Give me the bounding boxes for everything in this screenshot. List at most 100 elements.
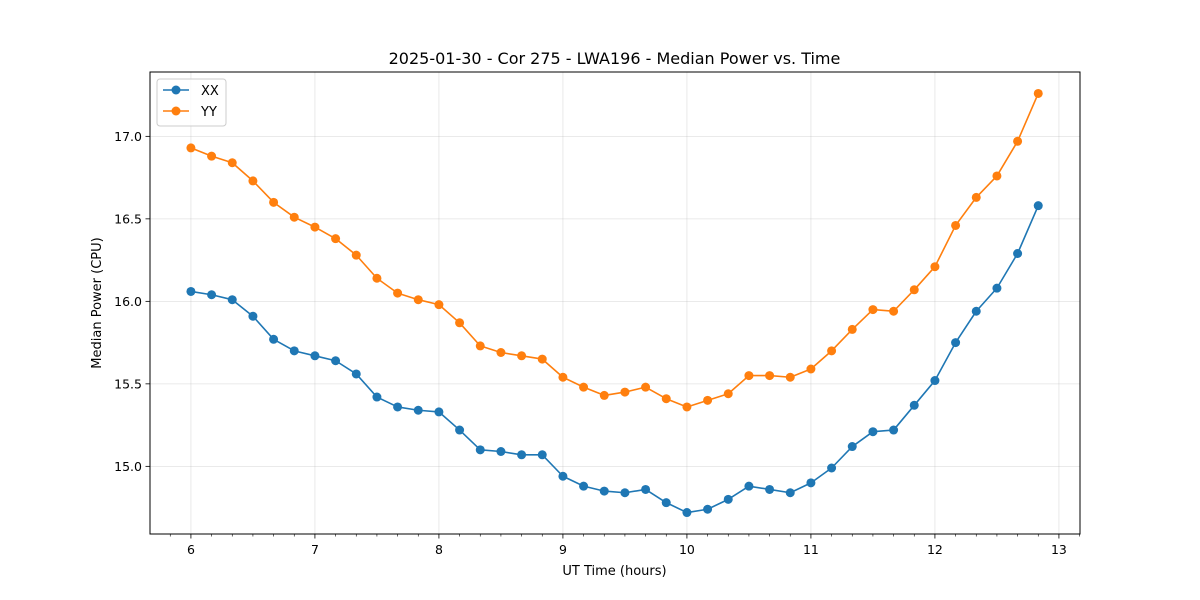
series-xx-point — [703, 504, 713, 514]
x-tick-label: 7 — [311, 542, 319, 557]
series-yy-point — [269, 197, 279, 207]
series-xx-point — [455, 425, 465, 435]
series-xx-point — [579, 481, 589, 491]
series-yy-point — [909, 285, 919, 295]
series-xx-point — [1013, 249, 1023, 258]
series-yy-point — [992, 171, 1002, 181]
series-yy-point — [517, 351, 527, 361]
series-xx-point — [248, 311, 258, 321]
series-yy-point — [889, 306, 899, 316]
series-xx-point — [889, 425, 899, 435]
legend-xx-marker — [171, 85, 181, 95]
series-yy-point — [744, 371, 754, 381]
series-xx-point — [827, 463, 837, 473]
series-yy-point — [207, 151, 217, 161]
series-yy-point — [785, 372, 795, 382]
series-xx-point — [372, 392, 382, 402]
series-xx-point — [909, 400, 919, 410]
series-xx-point — [227, 295, 237, 305]
series-xx-point — [682, 508, 692, 518]
series-xx-point — [186, 286, 196, 296]
series-yy-point — [620, 387, 630, 397]
x-tick-label: 8 — [435, 542, 443, 557]
series-yy-point — [723, 389, 733, 399]
series-xx-point — [1033, 201, 1043, 211]
x-axis-ticks: 6 7 8 9 10 11 12 13 — [169, 534, 1080, 557]
y-tick-label: 16.0 — [114, 294, 142, 309]
x-tick-label: 9 — [559, 542, 567, 557]
plot-area — [186, 88, 1043, 518]
series-xx-point — [951, 338, 961, 348]
series-xx-point — [517, 450, 527, 460]
series-yy-point — [599, 390, 609, 400]
series-yy-point — [579, 382, 589, 392]
series-yy-point — [558, 372, 568, 382]
series-xx-point — [558, 471, 568, 481]
series-xx-point — [641, 484, 651, 494]
series-yy-point — [1033, 88, 1043, 98]
series-xx-point — [785, 488, 795, 498]
series-xx-point — [413, 405, 423, 415]
legend-yy-marker — [171, 106, 181, 116]
series-yy-point — [331, 234, 341, 244]
series-yy-point — [765, 371, 775, 381]
series-xx-point — [765, 484, 775, 494]
series-yy-point — [455, 318, 465, 328]
series-yy-point — [971, 192, 981, 202]
series-xx-point — [868, 427, 878, 437]
series-yy-point — [951, 220, 961, 230]
y-tick-label: 15.0 — [114, 459, 142, 474]
series-yy-point — [661, 394, 671, 404]
series-xx-point — [393, 402, 403, 412]
plot-frame — [149, 71, 1081, 535]
series-xx-point — [723, 494, 733, 504]
series-xx-point — [620, 488, 630, 498]
series-yy-point — [475, 341, 485, 351]
series-yy-point — [248, 176, 258, 186]
series-yy-point — [289, 212, 299, 222]
x-tick-label: 13 — [1051, 542, 1067, 557]
x-tick-label: 6 — [187, 542, 195, 557]
x-axis-label: UT Time (hours) — [562, 564, 666, 579]
series-yy-point — [496, 348, 506, 357]
series-xx-point — [930, 376, 940, 386]
legend-xx-label: XX — [201, 84, 219, 99]
series-xx-point — [434, 407, 444, 417]
series-xx-point — [351, 369, 361, 379]
series-yy-point — [372, 273, 382, 283]
legend: XX YY — [156, 78, 227, 127]
series-xx-point — [847, 442, 857, 452]
series-yy-point — [393, 288, 403, 298]
series-yy-point — [682, 402, 692, 412]
series-yy-point — [537, 354, 547, 364]
chart-title: 2025-01-30 - Cor 275 - LWA196 - Median P… — [389, 49, 841, 68]
series-xx-point — [537, 450, 547, 460]
series-yy-point — [847, 324, 857, 334]
series-yy-point — [930, 262, 940, 272]
y-tick-label: 15.5 — [114, 376, 142, 391]
series-xx-point — [207, 290, 217, 300]
series-xx-point — [310, 351, 320, 361]
y-tick-label: 16.5 — [114, 211, 142, 226]
series-yy-point — [413, 295, 423, 305]
x-tick-label: 10 — [679, 542, 695, 557]
series-xx-point — [289, 346, 299, 356]
series-yy-point — [310, 222, 320, 232]
series-xx-point — [475, 445, 485, 455]
series-yy-point — [434, 300, 444, 310]
y-tick-label: 17.0 — [114, 129, 142, 144]
x-tick-label: 11 — [803, 542, 819, 557]
series-yy-point — [641, 382, 651, 392]
series-xx-point — [599, 486, 609, 496]
series-xx-point — [971, 306, 981, 316]
series-yy-point — [806, 364, 816, 374]
series-xx-point — [806, 478, 816, 488]
series-xx-point — [661, 498, 671, 508]
series-yy-point — [703, 395, 713, 405]
series-yy-point — [868, 305, 878, 315]
series-yy-point — [227, 158, 237, 168]
legend-yy-label: YY — [200, 105, 217, 120]
series-yy-point — [1013, 136, 1023, 146]
series-xx-point — [744, 481, 754, 491]
